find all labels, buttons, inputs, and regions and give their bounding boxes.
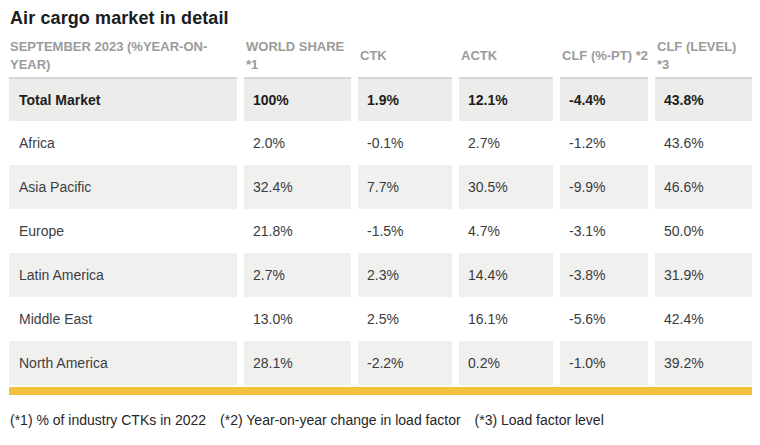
cell-ctk: 2.5%	[358, 297, 452, 341]
table-row-asia-pacific: Asia Pacific 32.4% 7.7% 30.5% -9.9% 46.6…	[9, 165, 752, 209]
cell-actk: 30.5%	[459, 165, 553, 209]
row-label: Asia Pacific	[9, 165, 237, 209]
air-cargo-market-table-page: Air cargo market in detail SEPTEMBER 202…	[0, 0, 760, 428]
cell-clf-level: 50.0%	[655, 209, 752, 253]
column-header-ctk: CTK	[358, 47, 452, 65]
table-row-latin-america: Latin America 2.7% 2.3% 14.4% -3.8% 31.9…	[9, 253, 752, 297]
footnote-1: (*1) % of industry CTKs in 2022	[10, 412, 206, 428]
cell-clf-level: 43.8%	[655, 77, 752, 121]
cell-actk: 4.7%	[459, 209, 553, 253]
cell-ctk: 2.3%	[358, 253, 452, 297]
column-header-actk: ACTK	[459, 47, 553, 65]
cell-world-share: 28.1%	[244, 341, 351, 385]
page-title: Air cargo market in detail	[10, 7, 760, 29]
cell-world-share: 2.7%	[244, 253, 351, 297]
cell-clf-pt: -1.2%	[560, 121, 648, 165]
column-header-clf-level: CLF (LEVEL) *3	[655, 38, 752, 74]
cell-clf-pt: -1.0%	[560, 341, 648, 385]
cell-world-share: 100%	[244, 77, 351, 121]
table-row-total-market: Total Market 100% 1.9% 12.1% -4.4% 43.8%	[9, 77, 752, 121]
row-label: Africa	[9, 121, 237, 165]
accent-bar	[9, 387, 752, 395]
footnote-3: (*3) Load factor level	[475, 412, 604, 428]
table-row-middle-east: Middle East 13.0% 2.5% 16.1% -5.6% 42.4%	[9, 297, 752, 341]
table-row-africa: Africa 2.0% -0.1% 2.7% -1.2% 43.6%	[9, 121, 752, 165]
table-row-europe: Europe 21.8% -1.5% 4.7% -3.1% 50.0%	[9, 209, 752, 253]
row-label: Middle East	[9, 297, 237, 341]
cell-world-share: 32.4%	[244, 165, 351, 209]
cell-ctk: -1.5%	[358, 209, 452, 253]
cell-ctk: 1.9%	[358, 77, 452, 121]
footnote-2: (*2) Year-on-year change in load factor	[220, 412, 460, 428]
cell-ctk: -0.1%	[358, 121, 452, 165]
cell-clf-pt: -5.6%	[560, 297, 648, 341]
cell-world-share: 2.0%	[244, 121, 351, 165]
cell-world-share: 13.0%	[244, 297, 351, 341]
table-row-north-america: North America 28.1% -2.2% 0.2% -1.0% 39.…	[9, 341, 752, 385]
cell-ctk: 7.7%	[358, 165, 452, 209]
column-header-period: SEPTEMBER 2023 (%YEAR-ON-YEAR)	[9, 38, 237, 74]
cell-actk: 2.7%	[459, 121, 553, 165]
column-header-world-share: WORLD SHARE *1	[244, 38, 351, 74]
row-label: North America	[9, 341, 237, 385]
cell-clf-pt: -4.4%	[560, 77, 648, 121]
cell-world-share: 21.8%	[244, 209, 351, 253]
cell-clf-level: 43.6%	[655, 121, 752, 165]
cell-clf-level: 31.9%	[655, 253, 752, 297]
column-header-clf-pt: CLF (%-PT) *2	[560, 47, 648, 65]
cell-actk: 16.1%	[459, 297, 553, 341]
cell-actk: 0.2%	[459, 341, 553, 385]
cell-actk: 14.4%	[459, 253, 553, 297]
table-header-row: SEPTEMBER 2023 (%YEAR-ON-YEAR) WORLD SHA…	[9, 35, 752, 77]
cell-clf-pt: -3.1%	[560, 209, 648, 253]
footnotes: (*1) % of industry CTKs in 2022 (*2) Year…	[10, 412, 760, 428]
cell-clf-level: 46.6%	[655, 165, 752, 209]
cell-clf-level: 42.4%	[655, 297, 752, 341]
row-label: Total Market	[9, 77, 237, 121]
cell-clf-pt: -3.8%	[560, 253, 648, 297]
row-label: Europe	[9, 209, 237, 253]
cell-actk: 12.1%	[459, 77, 553, 121]
cell-ctk: -2.2%	[358, 341, 452, 385]
cell-clf-pt: -9.9%	[560, 165, 648, 209]
cell-clf-level: 39.2%	[655, 341, 752, 385]
row-label: Latin America	[9, 253, 237, 297]
